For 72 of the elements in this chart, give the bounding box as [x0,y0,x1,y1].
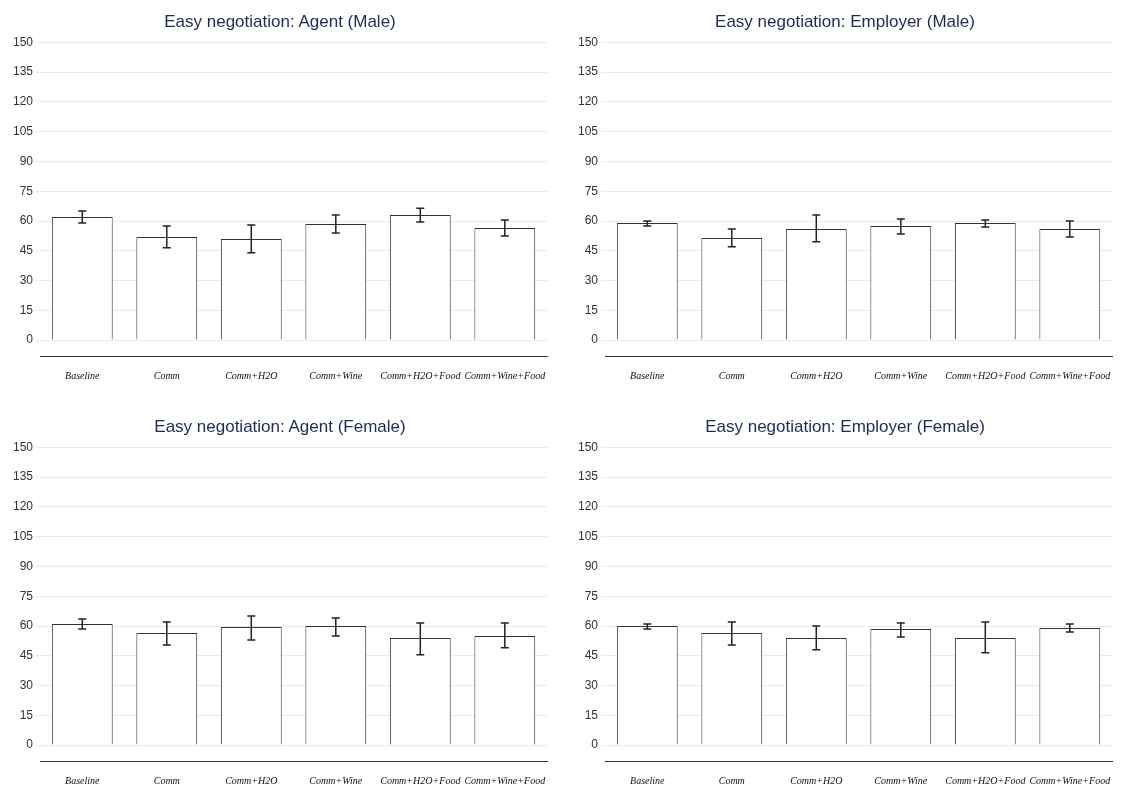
y-tick-label: 150 [577,34,599,49]
x-tick-label: Comm+H2O [225,774,278,786]
x-tick-label: Comm [153,774,180,786]
y-tick-label: 30 [584,677,599,692]
y-tick-label: 15 [584,302,599,317]
x-tick-label: Comm+Wine [309,774,363,786]
y-tick-label: 15 [19,707,34,722]
y-tick-label: 150 [12,34,34,49]
y-tick-label: 60 [584,213,599,228]
y-tick-label: 135 [12,64,34,79]
y-tick-label: 0 [591,737,599,752]
x-tick-label: Comm+H2O [225,369,278,381]
y-tick-label: 120 [12,94,34,109]
x-tick-label: Comm+Wine+Food [1029,774,1112,786]
y-tick-label: 15 [584,707,599,722]
x-tick-label: Comm+H2O+Food [945,774,1027,786]
y-tick-label: 120 [577,499,599,514]
x-tick-label: Comm+H2O+Food [380,774,462,786]
x-tick-label: Comm+Wine [309,369,363,381]
y-tick-label: 15 [19,302,34,317]
y-tick-label: 45 [584,243,599,258]
x-tick-label: Comm [718,774,745,786]
x-tick-label: Comm+Wine+Food [464,774,547,786]
y-tick-label: 135 [577,469,599,484]
y-tick-label: 75 [584,588,599,603]
y-tick-label: 0 [26,737,34,752]
x-tick-label: Comm+H2O [790,774,843,786]
y-tick-label: 30 [584,272,599,287]
y-tick-label: 135 [577,64,599,79]
x-tick-label: Comm+Wine [874,369,928,381]
x-tick-label: Baseline [65,774,101,786]
y-tick-label: 60 [584,618,599,633]
y-tick-label: 75 [19,588,34,603]
y-tick-label: 90 [19,153,34,168]
y-tick-label: 150 [12,439,34,454]
chart-title: Easy negotiation: Agent (Male) [164,11,396,31]
y-tick-label: 90 [19,558,34,573]
chart-title: Easy negotiation: Agent (Female) [154,416,406,436]
y-tick-label: 45 [584,648,599,663]
x-tick-label: Baseline [630,774,666,786]
y-tick-label: 0 [591,332,599,347]
y-tick-label: 30 [19,272,34,287]
x-tick-label: Baseline [630,369,666,381]
y-tick-label: 105 [12,529,34,544]
y-tick-label: 75 [19,183,34,198]
x-tick-label: Comm+Wine [874,774,928,786]
y-tick-label: 45 [19,243,34,258]
chart-title: Easy negotiation: Employer (Female) [705,416,985,436]
y-tick-label: 45 [19,648,34,663]
x-tick-label: Comm+Wine+Food [1029,369,1112,381]
x-tick-label: Comm [718,369,745,381]
x-tick-label: Comm+H2O+Food [380,369,462,381]
chart-title: Easy negotiation: Employer (Male) [715,11,975,31]
y-tick-label: 150 [577,439,599,454]
y-tick-label: 60 [19,213,34,228]
x-tick-label: Comm+H2O+Food [945,369,1027,381]
y-tick-label: 75 [584,183,599,198]
y-tick-label: 0 [26,332,34,347]
y-tick-label: 90 [584,558,599,573]
x-tick-label: Baseline [65,369,101,381]
y-tick-label: 120 [12,499,34,514]
y-tick-label: 135 [12,469,34,484]
x-tick-label: Comm+H2O [790,369,843,381]
y-tick-label: 105 [12,124,34,139]
x-tick-label: Comm [153,369,180,381]
y-tick-label: 120 [577,94,599,109]
y-tick-label: 105 [577,529,599,544]
y-tick-label: 60 [19,618,34,633]
y-tick-label: 105 [577,124,599,139]
y-tick-label: 30 [19,677,34,692]
x-tick-label: Comm+Wine+Food [464,369,547,381]
y-tick-label: 90 [584,153,599,168]
